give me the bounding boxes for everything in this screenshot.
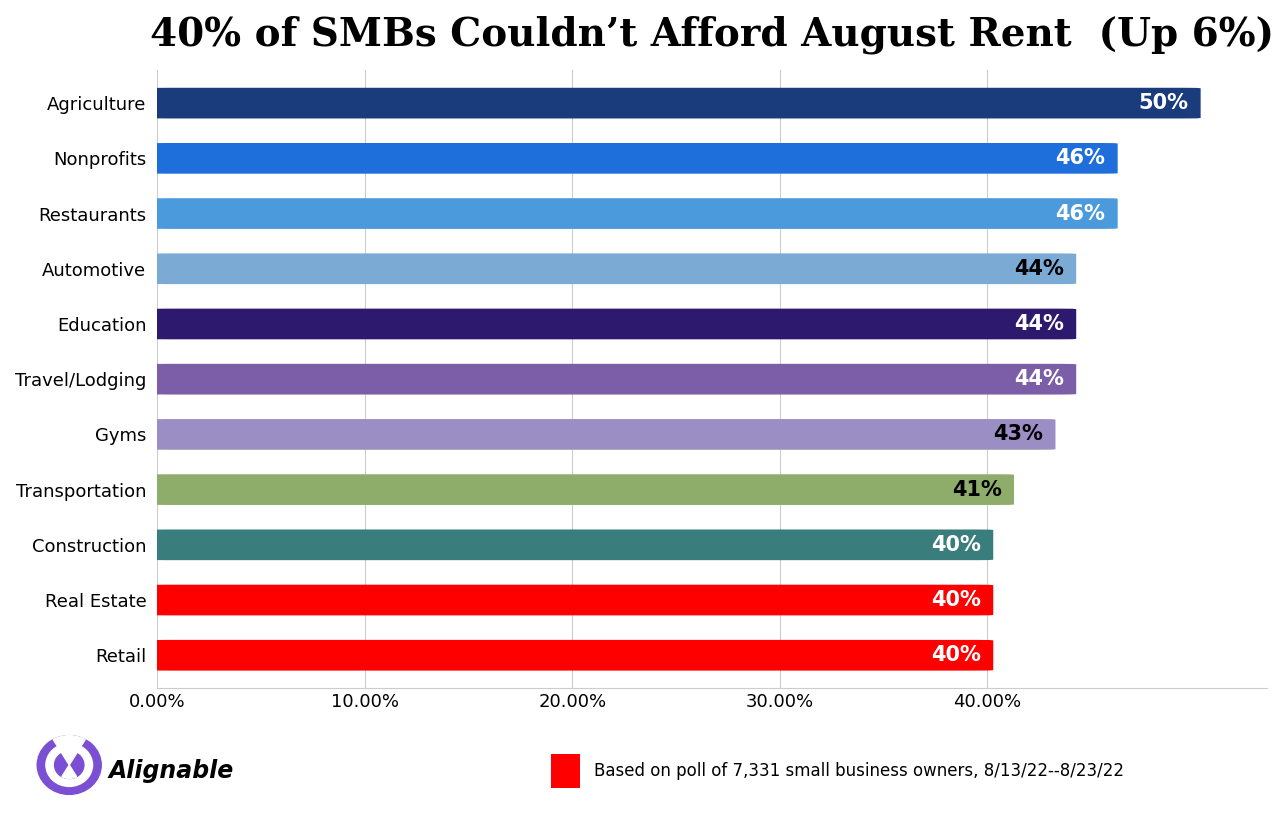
Text: 40%: 40% [931, 534, 981, 555]
Text: Alignable: Alignable [109, 759, 235, 783]
Wedge shape [62, 765, 77, 778]
Circle shape [46, 743, 92, 787]
FancyBboxPatch shape [551, 754, 579, 788]
Text: 46%: 46% [1055, 203, 1105, 224]
FancyBboxPatch shape [151, 530, 994, 560]
Text: 46%: 46% [1055, 149, 1105, 168]
FancyBboxPatch shape [151, 640, 994, 671]
FancyBboxPatch shape [151, 364, 1076, 395]
Text: 44%: 44% [1014, 369, 1064, 389]
FancyBboxPatch shape [151, 254, 1076, 284]
Text: 41%: 41% [951, 480, 1001, 499]
Circle shape [37, 736, 101, 795]
Circle shape [55, 752, 83, 778]
Text: 40%: 40% [931, 645, 981, 665]
Title: 40% of SMBs Couldn’t Afford August Rent  (Up 6%): 40% of SMBs Couldn’t Afford August Rent … [150, 15, 1274, 54]
FancyBboxPatch shape [151, 474, 1014, 505]
Wedge shape [54, 736, 85, 765]
FancyBboxPatch shape [151, 419, 1055, 450]
FancyBboxPatch shape [151, 88, 1201, 118]
FancyBboxPatch shape [151, 198, 1118, 229]
FancyBboxPatch shape [151, 585, 994, 615]
Text: 40%: 40% [931, 590, 981, 610]
Text: 44%: 44% [1014, 314, 1064, 334]
FancyBboxPatch shape [151, 143, 1118, 174]
Text: Based on poll of 7,331 small business owners, 8/13/22--8/23/22: Based on poll of 7,331 small business ow… [595, 762, 1124, 780]
Text: 50%: 50% [1138, 93, 1188, 113]
FancyBboxPatch shape [151, 308, 1076, 339]
Text: 44%: 44% [1014, 259, 1064, 279]
Text: 43%: 43% [994, 424, 1044, 445]
